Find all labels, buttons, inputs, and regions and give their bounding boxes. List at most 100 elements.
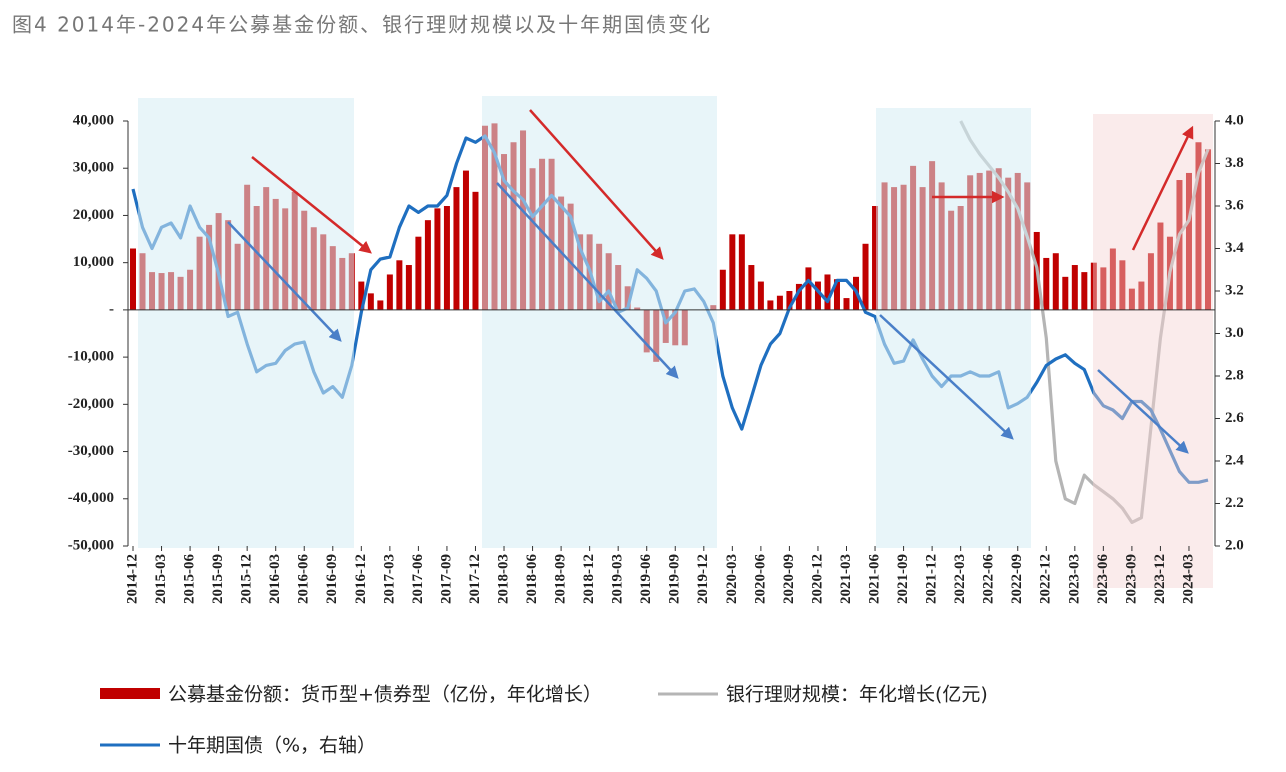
legend-label: 十年期国债（%，右轴） (168, 735, 376, 757)
bar (814, 281, 821, 310)
bar (1195, 142, 1202, 310)
y2-tick-label: 4.0 (1225, 112, 1244, 128)
bar (748, 265, 755, 310)
y-tick-label: -10,000 (68, 349, 114, 365)
x-tick-label: 2023-03 (1066, 554, 1082, 604)
bar (396, 260, 403, 310)
legend-label: 公募基金份额：货币型+债券型（亿份，年化增长） (168, 684, 602, 706)
bar (405, 265, 412, 310)
y-tick-label: 30,000 (73, 160, 114, 176)
x-tick-label: 2016-09 (324, 554, 340, 604)
arrow (496, 182, 679, 379)
x-tick-label: 2021-03 (838, 554, 854, 604)
bar (358, 281, 365, 310)
x-tick-label: 2014-12 (124, 554, 140, 604)
y-tick-label: 40,000 (73, 112, 114, 128)
bar (1090, 262, 1097, 310)
x-tick-label: 2018-03 (495, 554, 511, 604)
y2-tick-label: 3.6 (1225, 197, 1244, 213)
x-tick-label: 2022-03 (952, 554, 968, 604)
y2-tick-label: 2.6 (1225, 410, 1244, 426)
bar (872, 206, 879, 310)
shading (138, 96, 1213, 588)
x-tick-label: 2017-06 (410, 554, 426, 604)
y-tick-label: - (109, 301, 114, 317)
y2-tick-label: 2.0 (1225, 537, 1244, 553)
arrow (1097, 369, 1189, 454)
x-tick-label: 2020-09 (781, 554, 797, 604)
bar (1043, 257, 1050, 310)
arrow (227, 221, 342, 342)
arrow (879, 314, 1014, 440)
x-tick-label: 2018-06 (524, 554, 540, 604)
x-tick-label: 2022-09 (1009, 554, 1025, 604)
x-tick-label: 2020-06 (752, 554, 768, 604)
bar (738, 234, 745, 310)
bar (776, 295, 783, 310)
bar (1176, 180, 1183, 310)
bar (130, 248, 136, 310)
shade-region (138, 98, 354, 548)
bar (1185, 172, 1192, 310)
shade-region (1093, 114, 1213, 588)
bar (434, 208, 441, 310)
bar (424, 220, 431, 310)
bar (472, 191, 479, 310)
bar (1147, 253, 1154, 310)
x-tick-label: 2016-03 (267, 554, 283, 604)
x-tick-label: 2015-12 (239, 554, 255, 604)
x-tick-label: 2019-03 (610, 554, 626, 604)
bar (377, 300, 384, 310)
bar (862, 243, 869, 310)
x-tick-label: 2023-12 (1152, 554, 1168, 604)
x-tick-label: 2017-09 (438, 554, 454, 604)
bar (1138, 281, 1145, 310)
x-tick-label: 2015-09 (210, 554, 226, 604)
bar (1109, 248, 1116, 310)
x-tick-label: 2019-09 (667, 554, 683, 604)
bar (1071, 265, 1078, 310)
arrow (1131, 125, 1194, 251)
x-tick-label: 2023-09 (1123, 554, 1139, 604)
x-tick-label: 2022-06 (981, 554, 997, 604)
x-tick-label: 2019-06 (638, 554, 654, 604)
x-tick-label: 2018-12 (581, 554, 597, 604)
bar (386, 274, 393, 310)
x-tick-label: 2021-12 (924, 554, 940, 604)
bar (367, 293, 374, 310)
y2-tick-label: 2.8 (1225, 367, 1244, 383)
bar (843, 298, 850, 310)
y2-tick-label: 2.4 (1225, 452, 1244, 468)
shade-region (876, 108, 1031, 548)
legend: 公募基金份额：货币型+债券型（亿份，年化增长） 银行理财规模：年化增长(亿元) … (100, 684, 988, 757)
bar (1157, 222, 1164, 310)
x-tick-label: 2021-09 (895, 554, 911, 604)
legend-swatch (100, 688, 160, 699)
shade-region (482, 96, 717, 548)
bar (1100, 267, 1107, 310)
arrows (227, 109, 1194, 454)
axes: 40,000 30,000 20,000 10,000 - -10,000 -20,000 -… (68, 112, 1245, 604)
bar (767, 300, 774, 310)
x-tick-label: 2015-03 (153, 554, 169, 604)
y2-tick-label: 3.0 (1225, 325, 1244, 341)
bar (443, 206, 450, 310)
y-tick-label: -40,000 (68, 490, 114, 506)
x-tick-label: 2020-12 (809, 554, 825, 604)
y-tick-label: 10,000 (73, 254, 114, 270)
x-tick-label: 2021-06 (866, 554, 882, 604)
bar (795, 283, 802, 310)
bar (1052, 253, 1059, 310)
chart-title: 图4 2014年-2024年公募基金份额、银行理财规模以及十年期国债变化 (12, 13, 712, 37)
y-tick-label: -30,000 (68, 443, 114, 459)
bar (1205, 149, 1211, 310)
x-tick-label: 2016-06 (296, 554, 312, 604)
y-tick-label: -20,000 (68, 396, 114, 412)
y-tick-label: 20,000 (73, 207, 114, 223)
x-tick-label: 2017-03 (381, 554, 397, 604)
y2-tick-label: 3.8 (1225, 155, 1244, 171)
bar (757, 281, 764, 310)
bar (1119, 260, 1126, 310)
bar (824, 274, 831, 310)
y2-tick-label: 2.2 (1225, 495, 1244, 511)
